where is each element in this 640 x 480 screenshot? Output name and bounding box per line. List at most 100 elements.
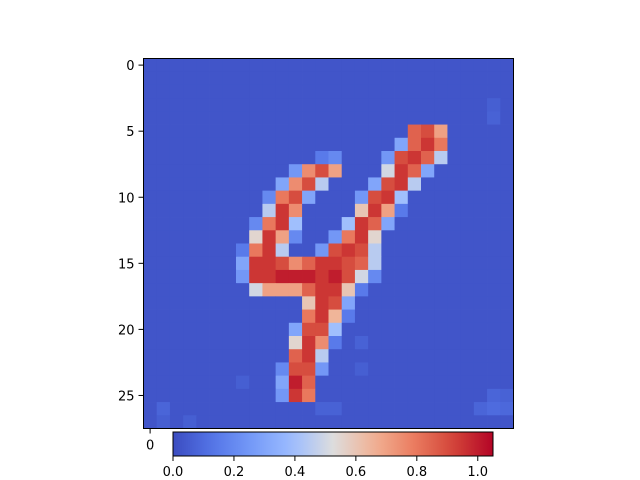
heatmap-cell: [328, 177, 343, 192]
heatmap-cell: [183, 177, 197, 192]
heatmap-cell: [447, 58, 462, 73]
heatmap-cell: [262, 362, 277, 377]
heatmap-cell: [368, 269, 382, 284]
heatmap-cell: [447, 111, 462, 125]
heatmap-cell: [169, 124, 184, 139]
heatmap-cell: [434, 137, 448, 152]
heatmap-cell: [434, 230, 448, 244]
heatmap-cell: [381, 243, 395, 258]
heatmap-cell: [143, 322, 158, 337]
heatmap-cell: [341, 177, 356, 192]
heatmap-cell: [196, 402, 210, 416]
heatmap-cell: [302, 388, 316, 403]
heatmap-cell: [222, 164, 237, 178]
heatmap-cell: [394, 98, 409, 112]
heatmap-cell: [315, 84, 329, 99]
heatmap-cells: [143, 58, 514, 429]
heatmap-cell: [500, 151, 514, 165]
heatmap-cell: [487, 137, 501, 152]
heatmap-cell: [487, 190, 501, 205]
heatmap-cell: [275, 230, 290, 244]
heatmap-cell: [143, 151, 158, 165]
heatmap-cell: [328, 349, 343, 363]
heatmap-cell: [262, 322, 277, 337]
heatmap-cell: [236, 177, 250, 192]
heatmap-cell: [156, 256, 171, 271]
heatmap-cell: [421, 98, 435, 112]
heatmap-cell: [315, 349, 329, 363]
heatmap-cell: [236, 111, 250, 125]
heatmap-cell: [249, 230, 263, 244]
heatmap-cell: [407, 375, 422, 390]
heatmap-cell: [500, 164, 514, 178]
colorbar-tick-label: 0.4: [285, 465, 306, 480]
heatmap-cell: [473, 269, 488, 284]
heatmap-cell: [354, 164, 369, 178]
heatmap-cell: [169, 58, 184, 73]
heatmap-cell: [196, 124, 210, 139]
heatmap-cell: [500, 58, 514, 73]
heatmap-cell: [196, 243, 210, 258]
heatmap-cell: [196, 217, 210, 231]
heatmap-cell: [288, 230, 303, 244]
heatmap-cell: [354, 230, 369, 244]
heatmap-cell: [183, 415, 197, 429]
heatmap-cell: [447, 98, 462, 112]
heatmap-cell: [368, 283, 382, 297]
heatmap-cell: [302, 71, 316, 86]
heatmap-cell: [275, 362, 290, 377]
heatmap-cell: [328, 256, 343, 271]
heatmap-cell: [288, 375, 303, 390]
heatmap-cell: [328, 111, 343, 125]
heatmap-cell: [249, 269, 263, 284]
heatmap-cell: [222, 283, 237, 297]
heatmap-cell: [302, 98, 316, 112]
heatmap-cell: [156, 296, 171, 310]
heatmap-cell: [156, 402, 171, 416]
heatmap-cell: [434, 269, 448, 284]
heatmap-cell: [381, 322, 395, 337]
heatmap-cell: [275, 111, 290, 125]
heatmap-cell: [196, 111, 210, 125]
heatmap-cell: [407, 151, 422, 165]
heatmap-cell: [407, 256, 422, 271]
heatmap-cell: [236, 269, 250, 284]
heatmap-cell: [368, 296, 382, 310]
heatmap-cell: [302, 203, 316, 218]
heatmap-cell: [196, 283, 210, 297]
heatmap-cell: [143, 217, 158, 231]
heatmap-cell: [288, 415, 303, 429]
heatmap-cell: [460, 415, 475, 429]
heatmap-cell: [368, 124, 382, 139]
plot-frame: [143, 58, 514, 429]
heatmap-cell: [236, 283, 250, 297]
heatmap-cell: [407, 336, 422, 350]
heatmap-cell: [288, 164, 303, 178]
heatmap-cell: [315, 322, 329, 337]
heatmap-cell: [394, 336, 409, 350]
heatmap-cell: [460, 137, 475, 152]
heatmap-cell: [434, 84, 448, 99]
heatmap-cell: [315, 111, 329, 125]
heatmap-cell: [183, 111, 197, 125]
heatmap-cell: [302, 124, 316, 139]
heatmap-cell: [288, 217, 303, 231]
heatmap-cell: [447, 230, 462, 244]
heatmap-cell: [487, 243, 501, 258]
heatmap-cell: [394, 137, 409, 152]
heatmap-cell: [236, 190, 250, 205]
heatmap-cell: [169, 243, 184, 258]
heatmap-cell: [487, 375, 501, 390]
heatmap-cell: [275, 84, 290, 99]
heatmap-cell: [156, 164, 171, 178]
heatmap-cell: [262, 98, 277, 112]
heatmap-cell: [143, 98, 158, 112]
heatmap-cell: [341, 124, 356, 139]
heatmap-cell: [487, 217, 501, 231]
heatmap-cell: [421, 84, 435, 99]
heatmap-cell: [354, 362, 369, 377]
heatmap-cell: [500, 362, 514, 377]
heatmap-cell: [460, 349, 475, 363]
heatmap-cell: [460, 388, 475, 403]
